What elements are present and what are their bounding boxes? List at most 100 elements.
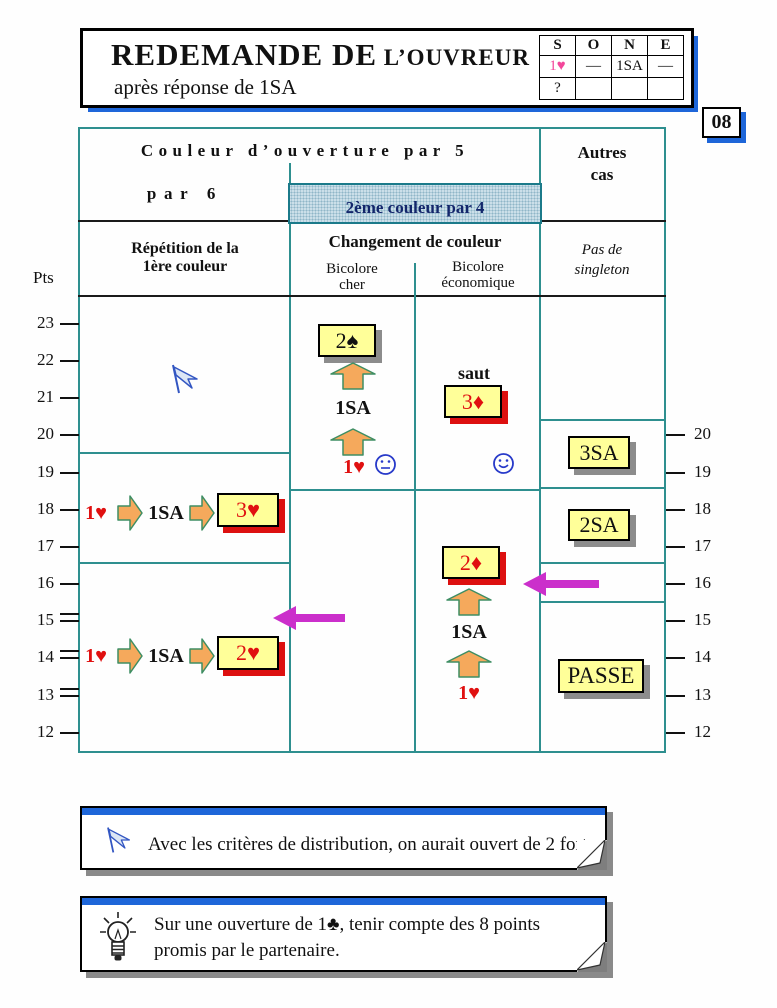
- right-arrow-icon: [189, 495, 215, 531]
- tick-right-19: [666, 472, 685, 474]
- happy-smiley-icon: [493, 453, 514, 474]
- scale-right-14: 14: [694, 647, 711, 666]
- auction-pass-2: —: [647, 55, 684, 78]
- tick-right-13: [666, 695, 685, 697]
- scale-right-17: 17: [694, 536, 711, 555]
- seat-south: S: [539, 35, 576, 56]
- scale-right-20: 20: [694, 424, 711, 443]
- bid-box-3d: 3♦: [444, 385, 508, 424]
- scale-left-18: 18: [37, 499, 54, 518]
- header-by-6: par 6: [146, 184, 224, 203]
- grid-h-mid: [289, 489, 541, 491]
- up-arrow-icon: [446, 588, 492, 616]
- header-other-cases: Autres cas: [577, 143, 627, 184]
- page-title: REDEMANDE DE L’OUVREUR: [111, 37, 530, 73]
- tick-left-14: [60, 657, 79, 659]
- grid-h-right-2: [539, 487, 666, 489]
- grid-left: [78, 127, 80, 753]
- up-arrow-icon: [330, 428, 376, 456]
- grid-top: [78, 127, 666, 129]
- magenta-left-arrow-icon: [523, 572, 599, 596]
- bid-box-2sa-label: 2SA: [568, 509, 630, 541]
- scale-left-19: 19: [37, 462, 54, 481]
- seat-east: E: [647, 35, 684, 56]
- lightbulb-icon: [100, 912, 136, 961]
- page-subtitle: après réponse de 1SA: [114, 75, 297, 99]
- header-repetition-line2: 1ère couleur: [142, 258, 228, 275]
- scale-left-20: 20: [37, 424, 54, 443]
- tick-left-21: [60, 397, 79, 399]
- scale-left-17: 17: [37, 536, 54, 555]
- grid-bottom: [78, 751, 666, 753]
- note1: Avec les critères de distribution, on au…: [80, 806, 607, 870]
- tick-right-16: [666, 583, 685, 585]
- scale-left-21: 21: [37, 387, 54, 406]
- bid-box-2sa: 2SA: [568, 509, 636, 547]
- auction-empty-3: [647, 77, 684, 100]
- tick-right-15: [666, 620, 685, 622]
- up-arrow-icon: [330, 362, 376, 390]
- second-suit-banner-label: 2ème couleur par 4: [345, 198, 485, 217]
- bid-box-3h: 3♥: [217, 493, 285, 533]
- page-fold-icon: [577, 942, 607, 972]
- grid-h-right-4: [539, 601, 666, 603]
- scale-right-18: 18: [694, 499, 711, 518]
- header-repetition-line1: Répétition de la: [131, 240, 239, 257]
- bid-box-2s-label: 2♠: [318, 324, 376, 357]
- auction-pass-1: —: [575, 55, 612, 78]
- seq2-open-bid: 1♥: [85, 645, 107, 667]
- bid-box-3sa-label: 3SA: [568, 436, 630, 469]
- bid-box-3h-label: 3♥: [217, 493, 279, 527]
- tick-right-14: [666, 657, 685, 659]
- right-arrow-icon: [117, 495, 143, 531]
- tick-left-13b: [60, 688, 79, 690]
- auction-empty-2: [611, 77, 648, 100]
- scale-left-14: 14: [37, 647, 54, 666]
- grid-v-290: [289, 163, 291, 753]
- right-arrow-icon: [189, 638, 215, 674]
- grid-h-right-1: [539, 419, 666, 421]
- header-bicolore-eco: Bicolore économique: [441, 259, 515, 291]
- up-arrow-icon: [446, 650, 492, 678]
- title-rest: L’OUVREUR: [377, 45, 530, 70]
- note2: Sur une ouverture de 1♣, tenir compte de…: [80, 896, 607, 972]
- seat-north: N: [611, 35, 648, 56]
- tick-left-22: [60, 360, 79, 362]
- bid-box-2d-label: 2♦: [442, 546, 500, 579]
- tick-right-20: [666, 434, 685, 436]
- tick-left-20: [60, 434, 79, 436]
- tick-left-16: [60, 583, 79, 585]
- grid-right: [664, 127, 666, 753]
- second-suit-banner: 2ème couleur par 4: [288, 183, 542, 224]
- tick-left-17: [60, 546, 79, 548]
- seq1-open-bid: 1♥: [85, 502, 107, 524]
- tick-right-18: [666, 509, 685, 511]
- header-change-suit: Changement de couleur: [328, 232, 502, 251]
- note2-blue-strip: [82, 898, 605, 905]
- header-no-singleton: Pas de singleton: [574, 242, 630, 278]
- bid-box-2d: 2♦: [442, 546, 506, 585]
- seq2-response: 1SA: [148, 645, 184, 667]
- tick-left-14b: [60, 650, 79, 652]
- scale-left-13: 13: [37, 685, 54, 704]
- scale-left-15: 15: [37, 610, 54, 629]
- grid-h-left-2: [78, 562, 291, 564]
- scale-right-12: 12: [694, 722, 711, 741]
- note1-blue-strip: [82, 808, 605, 815]
- title-box: REDEMANDE DE L’OUVREUR après réponse de …: [80, 28, 694, 108]
- scale-right-15: 15: [694, 610, 711, 629]
- tick-left-19: [60, 472, 79, 474]
- scale-left-23: 23: [37, 313, 54, 332]
- bid-box-3sa: 3SA: [568, 436, 636, 475]
- tick-left-15b: [60, 613, 79, 615]
- seq1-response: 1SA: [148, 502, 184, 524]
- scale-left-16: 16: [37, 573, 54, 592]
- scale-left-22: 22: [37, 350, 54, 369]
- bid-box-2s: 2♠: [318, 324, 382, 363]
- magenta-left-arrow-icon: [273, 606, 345, 630]
- auction-table: S O N E 1♥ — 1SA — ?: [539, 35, 684, 100]
- scale-right-13: 13: [694, 685, 711, 704]
- note1-text: Avec les critères de distribution, on au…: [148, 834, 588, 855]
- grid-h-left-1: [78, 452, 291, 454]
